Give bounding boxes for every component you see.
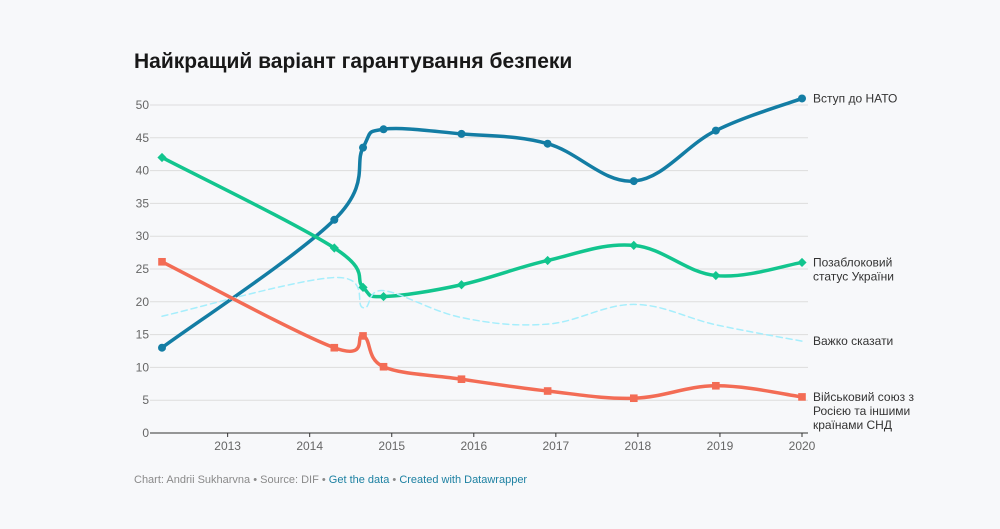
series-markers <box>157 94 807 403</box>
y-tick-label: 10 <box>136 360 150 374</box>
data-point-marker <box>543 255 553 266</box>
y-tick-label: 40 <box>136 164 150 178</box>
data-point-marker <box>329 243 339 253</box>
y-tick-label: 50 <box>136 98 150 112</box>
series-label: Позаблоковий статус України <box>813 255 894 283</box>
series-label: Військовий союз з Росією та іншими країнам… <box>813 390 914 432</box>
grid-lines <box>150 104 808 434</box>
chart-title: Найкращий варіант гарантування безпеки <box>134 50 573 73</box>
data-point-marker <box>358 282 368 292</box>
data-point-marker <box>359 332 367 340</box>
series-line <box>161 276 803 342</box>
data-point-marker <box>330 215 339 224</box>
y-axis-ticks: 0 5 10 15 20 25 30 35 40 45 50 <box>136 98 150 440</box>
data-point-marker <box>330 343 339 352</box>
data-point-marker <box>543 139 552 148</box>
data-point-marker <box>158 257 166 266</box>
series-label-line: Вступ до НАТО <box>813 91 897 105</box>
data-point-marker <box>798 393 806 401</box>
data-point-marker <box>711 126 720 135</box>
data-point-marker <box>158 343 166 352</box>
y-tick-label: 5 <box>142 393 149 407</box>
series-label-line: Військовий союз з <box>813 390 914 404</box>
get-data-link[interactable]: Get the data <box>328 474 390 486</box>
y-tick-label: 15 <box>136 328 150 342</box>
footer-separator: • <box>389 474 400 486</box>
data-point-marker <box>359 143 368 152</box>
created-with-link[interactable]: Created with Datawrapper <box>399 474 528 486</box>
x-tick-label: 2015 <box>378 439 405 453</box>
footer-separator: • <box>250 474 261 486</box>
series-label-line: країнами СНД <box>813 418 892 432</box>
data-point-marker <box>457 375 466 384</box>
y-tick-label: 25 <box>136 262 150 276</box>
x-tick-label: 2013 <box>214 439 241 453</box>
x-axis-ticks: 2013 2014 2015 2016 2017 2018 2019 2020 <box>214 433 816 453</box>
chart-footer: Chart: Andrii Sukharvna • Source: DIF • … <box>134 474 527 486</box>
data-point-marker <box>379 125 388 134</box>
data-point-marker <box>797 257 807 268</box>
y-tick-label: 30 <box>136 229 150 243</box>
data-point-marker <box>543 387 552 395</box>
y-tick-label: 45 <box>136 131 150 145</box>
data-point-marker <box>456 280 467 290</box>
series-label-line: Важко сказати <box>813 334 893 348</box>
series-label: Важко сказати <box>813 334 893 348</box>
footer-credit: Chart: Andrii Sukharvna <box>134 474 251 486</box>
data-point-marker <box>712 381 720 390</box>
x-tick-label: 2016 <box>460 439 487 453</box>
series-label-line: статус України <box>813 269 894 283</box>
x-tick-label: 2014 <box>296 439 323 453</box>
series-lines <box>160 96 804 401</box>
data-point-marker <box>379 362 388 371</box>
series-line <box>160 155 804 299</box>
series-label: Вступ до НАТО <box>813 91 897 105</box>
data-point-marker <box>378 291 389 302</box>
footer-source: Source: DIF <box>260 474 319 486</box>
y-tick-label: 35 <box>136 196 150 210</box>
data-point-marker <box>457 129 466 138</box>
data-point-marker <box>157 152 167 163</box>
x-tick-label: 2020 <box>789 439 816 453</box>
y-tick-label: 20 <box>136 295 150 309</box>
series-label-line: Росією та іншими <box>813 404 910 418</box>
data-point-marker <box>629 177 638 186</box>
series-labels: Вступ до НАТО Позаблоковий статус України В… <box>813 91 914 431</box>
x-tick-label: 2017 <box>542 439 569 453</box>
footer-separator: • <box>318 474 329 486</box>
data-point-marker <box>711 270 721 281</box>
y-tick-label: 0 <box>142 426 149 440</box>
x-tick-label: 2019 <box>707 439 734 453</box>
data-point-marker <box>629 394 638 403</box>
series-label-line: Позаблоковий <box>813 255 892 269</box>
data-point-marker <box>629 240 639 250</box>
x-tick-label: 2018 <box>625 439 652 453</box>
data-point-marker <box>798 94 806 103</box>
